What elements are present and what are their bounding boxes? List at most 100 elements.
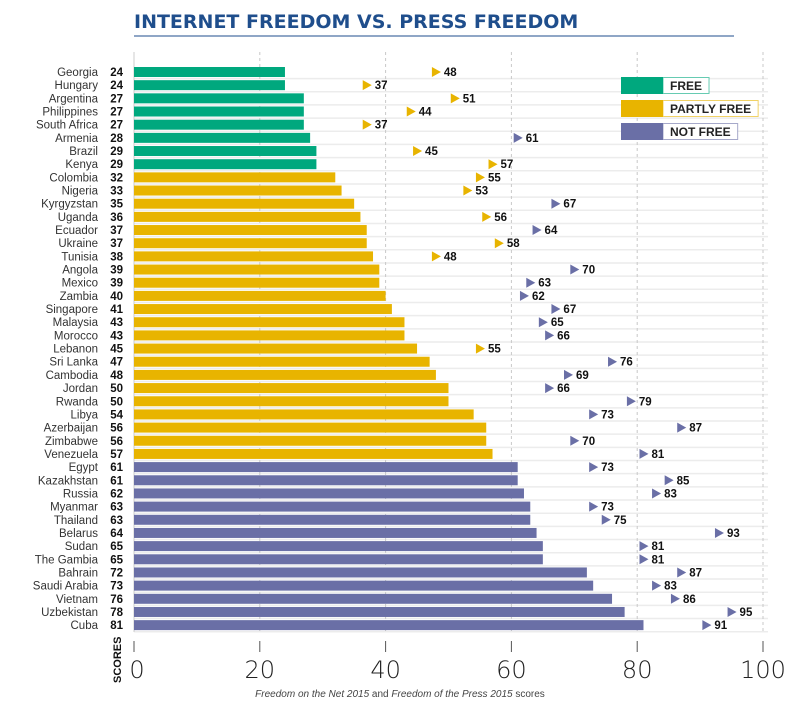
press-score-label: 56	[494, 212, 507, 224]
country-label: Angola	[62, 265, 98, 277]
net-score-label: 45	[110, 344, 123, 356]
press-score-label: 73	[601, 462, 614, 474]
country-label: Egypt	[69, 462, 99, 474]
net-score-label: 65	[110, 554, 123, 566]
press-score-label: 70	[582, 265, 595, 277]
net-score-label: 61	[110, 475, 123, 487]
net-score-bar	[134, 264, 380, 275]
net-score-label: 63	[110, 515, 123, 527]
net-score-label: 40	[110, 291, 123, 303]
net-score-label: 43	[110, 330, 123, 342]
legend-swatch	[621, 100, 663, 117]
net-score-bar	[134, 448, 493, 459]
press-score-marker	[551, 304, 561, 315]
country-label: Nigeria	[62, 186, 99, 198]
press-score-label: 83	[664, 488, 677, 500]
net-score-label: 76	[110, 594, 123, 606]
press-score-marker	[564, 369, 574, 380]
press-score-label: 86	[683, 594, 696, 606]
press-score-label: 44	[419, 107, 432, 119]
press-score-marker	[488, 159, 498, 170]
press-score-label: 45	[425, 146, 438, 158]
net-score-label: 62	[110, 488, 123, 500]
country-label: Tunisia	[61, 251, 98, 263]
net-score-label: 27	[110, 107, 123, 119]
net-score-label: 41	[110, 304, 123, 316]
press-score-label: 81	[651, 541, 664, 553]
country-label: Ukraine	[58, 238, 98, 250]
legend-box	[662, 77, 710, 94]
caption: Freedom on the Net 2015 and Freedom of t…	[255, 689, 545, 700]
country-label: Armenia	[55, 133, 98, 145]
legend-swatch	[621, 77, 663, 94]
legend-label: FREE	[670, 79, 702, 93]
press-score-label: 81	[651, 449, 664, 461]
net-score-bar	[134, 422, 487, 433]
press-score-marker	[545, 383, 555, 394]
press-score-marker	[362, 119, 372, 130]
press-score-label: 67	[563, 304, 576, 316]
press-score-label: 69	[576, 370, 589, 382]
press-score-label: 53	[475, 186, 488, 198]
press-score-label: 66	[557, 383, 570, 395]
net-score-bar	[134, 567, 587, 578]
net-score-label: 38	[110, 251, 123, 263]
press-score-marker	[639, 554, 649, 565]
net-score-label: 39	[110, 278, 123, 290]
country-label: Rwanda	[56, 396, 99, 408]
net-score-bar	[134, 225, 367, 236]
press-score-label: 73	[601, 502, 614, 514]
net-score-bar	[134, 554, 543, 565]
press-score-marker	[431, 251, 441, 262]
press-score-label: 57	[501, 159, 514, 171]
press-score-label: 73	[601, 409, 614, 421]
country-label: Kenya	[65, 159, 98, 171]
press-score-marker	[670, 593, 680, 604]
net-score-label: 24	[110, 67, 123, 79]
country-label: Saudi Arabia	[33, 581, 99, 593]
country-label: Singapore	[46, 304, 98, 316]
net-score-label: 36	[110, 212, 123, 224]
net-score-bar	[134, 146, 317, 157]
legend-box	[662, 100, 759, 117]
net-score-label: 56	[110, 436, 123, 448]
press-score-marker	[551, 198, 561, 209]
press-score-marker	[570, 264, 580, 275]
net-score-label: 37	[110, 238, 123, 250]
net-score-label: 37	[110, 225, 123, 237]
press-score-marker	[652, 580, 662, 591]
legend-box	[662, 123, 739, 140]
x-tick-label: 100	[740, 656, 786, 684]
net-score-bar	[134, 185, 342, 196]
press-score-label: 51	[463, 93, 476, 105]
press-score-marker	[413, 146, 423, 157]
net-score-label: 50	[110, 383, 123, 395]
country-label: Cambodia	[46, 370, 99, 382]
press-score-marker	[639, 541, 649, 552]
net-score-bar	[134, 409, 474, 420]
country-label: The Gambia	[35, 554, 99, 566]
press-score-label: 48	[444, 67, 457, 79]
net-score-bar	[134, 67, 285, 77]
press-score-marker	[482, 211, 492, 222]
country-label: South Africa	[36, 120, 99, 132]
net-score-bar	[134, 304, 392, 315]
press-score-marker	[475, 172, 485, 183]
net-score-label: 43	[110, 317, 123, 329]
country-label: Russia	[63, 488, 99, 500]
net-score-bar	[134, 396, 449, 407]
net-score-bar	[134, 435, 487, 446]
press-score-marker	[714, 527, 724, 538]
press-score-marker	[601, 514, 611, 525]
net-score-bar	[134, 383, 449, 394]
press-score-label: 61	[526, 133, 539, 145]
country-label: Malaysia	[53, 317, 99, 329]
country-label: Myanmar	[50, 502, 98, 514]
press-score-label: 64	[545, 225, 558, 237]
net-score-bar	[134, 620, 644, 631]
net-score-label: 50	[110, 396, 123, 408]
net-score-label: 48	[110, 370, 123, 382]
country-label: Belarus	[59, 528, 98, 540]
press-score-label: 79	[639, 396, 652, 408]
